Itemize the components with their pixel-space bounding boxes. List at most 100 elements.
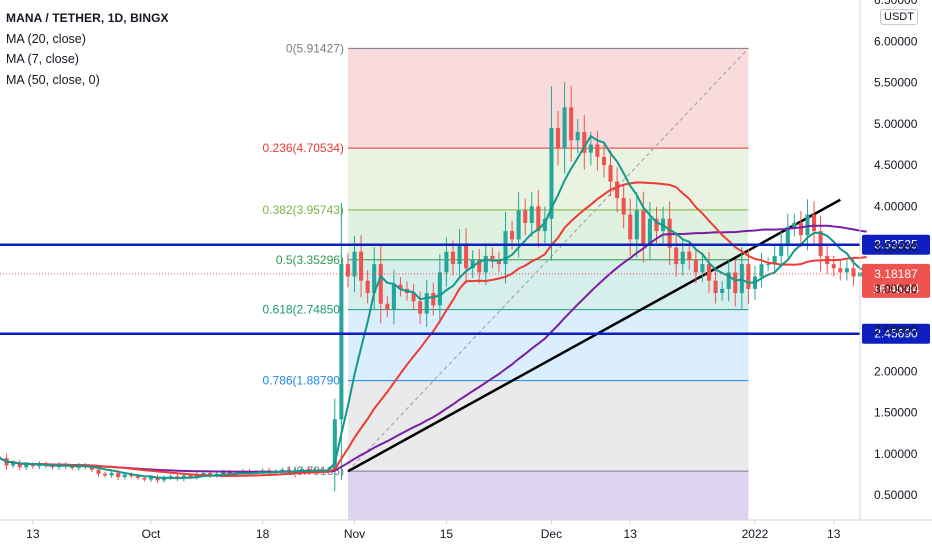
y-tick-label: 6.00000 [874, 34, 918, 48]
candle-body [280, 469, 285, 472]
candle-body [759, 264, 764, 277]
y-tick-label: 1.00000 [874, 447, 918, 461]
candle-body [733, 272, 738, 294]
candle-body [483, 255, 488, 273]
last-price-value: 3.18187 [874, 267, 918, 281]
candle-body [844, 268, 849, 273]
fib-zone [347, 48, 749, 149]
candle-body [103, 473, 108, 476]
x-tick-label: 18 [256, 527, 270, 541]
candle-body [70, 466, 75, 468]
y-tick-label: 3.00000 [874, 282, 918, 296]
candle-body [680, 251, 685, 265]
x-tick-label: Dec [541, 527, 562, 541]
y-tick-label: 4.50000 [874, 158, 918, 172]
x-tick-label: 13 [624, 527, 638, 541]
candle-body [779, 243, 784, 256]
candle-body [503, 231, 508, 265]
fibonacci-retracement: 0(5.91427) 0.236(4.70534) 0.382(3.95743) 0.… [263, 41, 749, 520]
candle-body [372, 264, 377, 294]
candle-body [109, 472, 114, 476]
candle-body [221, 472, 226, 474]
candle-body [588, 144, 593, 153]
x-tick-label: Nov [344, 527, 365, 541]
fib-level-label: 0.382(3.95743) [263, 203, 344, 217]
candle-body [549, 127, 554, 219]
x-tick-label: 2022 [742, 527, 769, 541]
legend-ma50: MA (50, close, 0) [6, 72, 100, 87]
candle-body [654, 218, 659, 232]
fib-zone [347, 148, 749, 210]
candle-body [595, 144, 600, 157]
candle-body [332, 419, 337, 471]
candle-body [523, 210, 528, 223]
candle-body [713, 280, 718, 294]
candle-body [667, 218, 672, 248]
candle-body [674, 247, 679, 265]
candle-body [726, 272, 731, 289]
y-tick-label: 6.50000 [874, 0, 918, 7]
fib-diagonal [347, 48, 749, 472]
candle-body [444, 251, 449, 273]
candle-body [89, 467, 94, 470]
candle-body [798, 222, 803, 236]
fib-level-label: 0.786(1.88790) [263, 374, 344, 388]
candle-body [162, 477, 167, 481]
candle-body [615, 181, 620, 199]
candle-body [378, 264, 383, 304]
x-tick-label: Oct [142, 527, 161, 541]
candle-body [345, 264, 350, 277]
symbol-title: MANA / TETHER, 1D, BINGX [6, 11, 169, 25]
candle-body [470, 260, 475, 269]
candle-body [851, 268, 856, 277]
price-tag [862, 234, 930, 255]
y-tick-label: 1.50000 [874, 406, 918, 420]
candle-body [385, 303, 390, 310]
fib-level-label: 0.618(2.74850) [263, 303, 344, 317]
candle-body [510, 231, 515, 240]
y-tick-label: 2.00000 [874, 364, 918, 378]
y-tick-label: 3.50000 [874, 241, 918, 255]
candle-body [720, 288, 725, 294]
candle-body [838, 268, 843, 273]
candle-body [700, 264, 705, 273]
fib-level-label: 0(5.91427) [286, 41, 344, 55]
price-tag-text: 3.53535 [874, 238, 918, 252]
fib-level-label: 0.236(4.70534) [263, 141, 344, 155]
candle-body [96, 469, 101, 474]
fib-level-label: 0.5(3.35296) [276, 253, 344, 267]
candle-body [359, 251, 364, 281]
x-tick-label: 13 [827, 527, 841, 541]
candle-body [30, 464, 35, 467]
candle-body [746, 264, 751, 289]
candle-body [411, 293, 416, 302]
candle-body [116, 472, 121, 478]
candle-body [201, 472, 206, 475]
candle-body [621, 198, 626, 215]
price-tag-text: 2.45690 [874, 327, 918, 341]
candle-body [142, 477, 147, 480]
legend-ma7: MA (7, close) [6, 52, 79, 66]
ma50-line [0, 224, 867, 473]
fib-zone [347, 471, 749, 520]
candle-body [365, 280, 370, 294]
candle-body [601, 156, 607, 166]
y-tick-label: 2.50000 [874, 323, 918, 337]
candle-body [418, 301, 423, 314]
legend-ma20: MA (20, close) [6, 31, 86, 46]
x-tick-label: 13 [26, 527, 40, 541]
candle-body [628, 214, 633, 240]
y-tick-label: 4.00000 [874, 199, 918, 213]
candle-body [299, 468, 305, 471]
candle-body [424, 293, 429, 314]
candle-body [805, 214, 810, 236]
candle-body [641, 210, 646, 244]
candle-body [339, 264, 344, 420]
currency-label[interactable]: USDT [880, 9, 918, 25]
fib-zone [347, 380, 749, 472]
candle-body [188, 475, 193, 478]
fib-zone [347, 259, 749, 310]
